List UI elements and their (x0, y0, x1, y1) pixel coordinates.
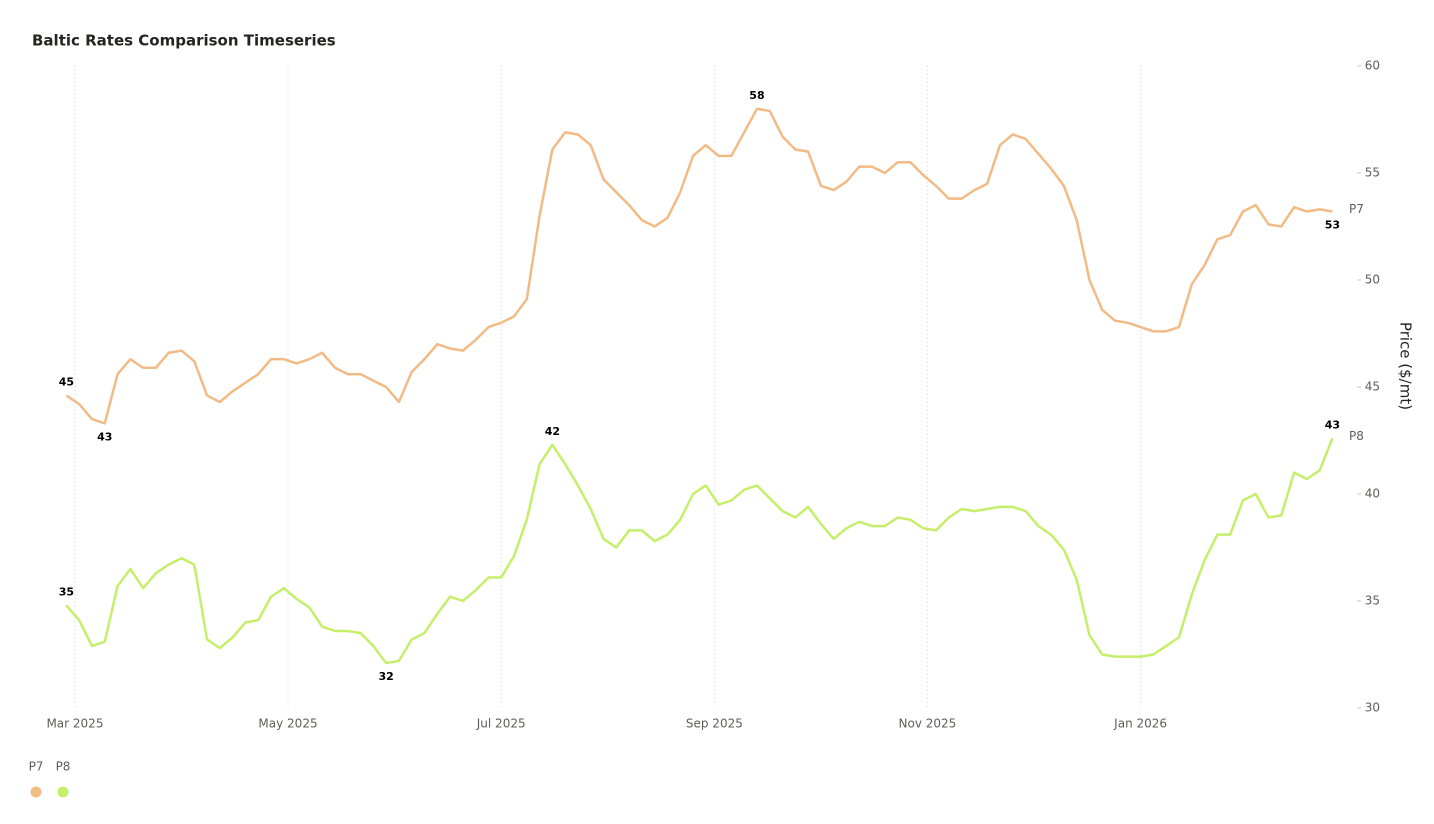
y-tick-label: 35 (1365, 594, 1380, 608)
chart-title: Baltic Rates Comparison Timeseries (32, 32, 336, 50)
series-line (65, 437, 1334, 665)
data-label: 42 (545, 425, 560, 438)
data-label: 35 (59, 585, 74, 598)
y-tick-label: 60 (1365, 59, 1380, 73)
x-tick-label: Jan 2026 (1113, 717, 1167, 731)
y-tick-label: 40 (1365, 487, 1380, 501)
x-tick-label: Jul 2025 (476, 717, 526, 731)
x-tick-label: Sep 2025 (686, 717, 743, 731)
legend-label: P7 (29, 760, 44, 774)
y-tick-label: 45 (1365, 380, 1380, 394)
series-end-label: P8 (1349, 429, 1364, 443)
x-tick-label: May 2025 (258, 717, 317, 731)
data-label: 45 (59, 376, 74, 389)
legend-marker (57, 786, 69, 798)
y-axis-label: Price ($/mt) (1397, 322, 1415, 410)
series-line (65, 107, 1333, 425)
x-tick-label: Mar 2025 (46, 717, 103, 731)
data-label: 43 (1325, 418, 1340, 431)
data-label: 53 (1325, 219, 1340, 232)
data-label: 58 (749, 89, 764, 102)
legend-marker (30, 786, 42, 798)
y-tick-label: 55 (1365, 166, 1380, 180)
data-label: 32 (378, 670, 393, 683)
y-tick-label: 30 (1365, 701, 1380, 715)
y-tick-label: 50 (1365, 273, 1380, 287)
legend-label: P8 (56, 760, 71, 774)
x-tick-label: Nov 2025 (899, 717, 957, 731)
series-end-label: P7 (1349, 202, 1364, 216)
data-label: 43 (97, 430, 112, 443)
